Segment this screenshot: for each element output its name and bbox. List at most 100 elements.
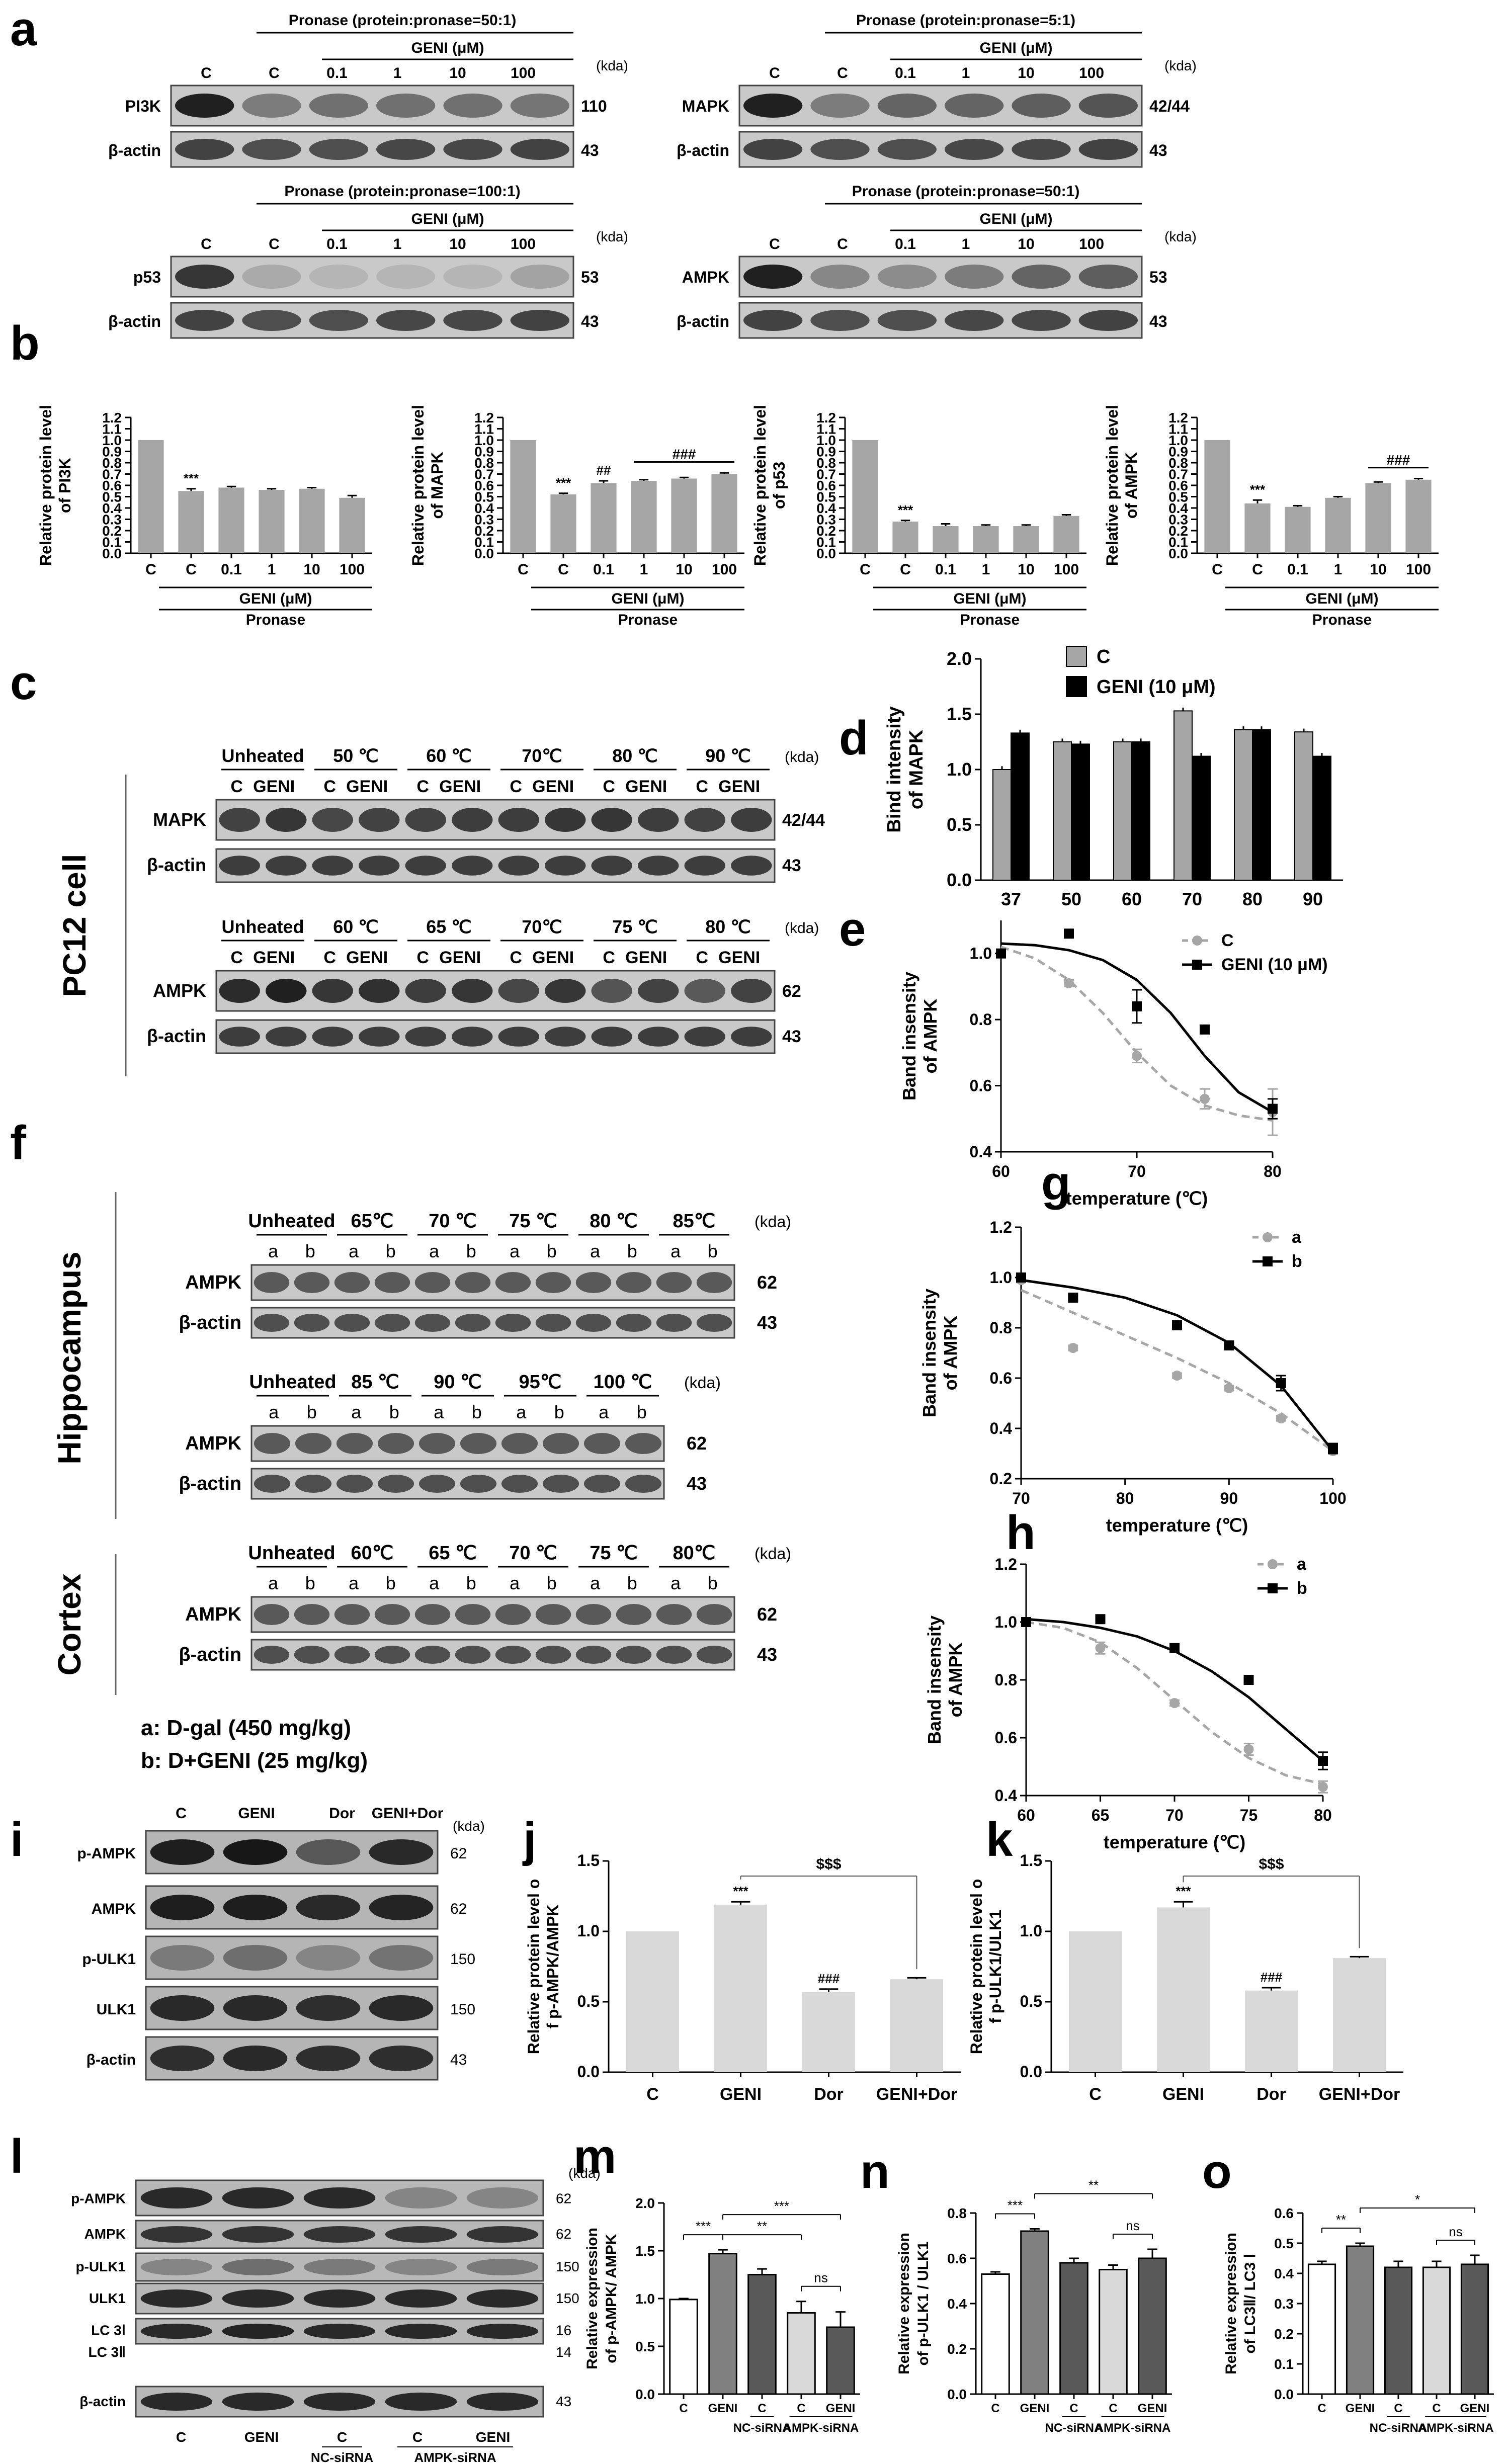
series-fit-b (1021, 1279, 1334, 1452)
group-label: NC-siRNA (1370, 2421, 1428, 2435)
blot-band (591, 808, 632, 832)
lane-label: a (429, 1573, 440, 1593)
lane-label: a (429, 1241, 440, 1261)
y-tick-label: 2.0 (947, 648, 972, 669)
blot-band (656, 1314, 692, 1332)
blot-membrane (170, 256, 574, 298)
blot-band (452, 808, 493, 832)
y-axis-label: Relative protein levelof PI3K (37, 405, 74, 566)
y-tick-label: 0.6 (970, 1077, 992, 1095)
temperature-label: 95℃ (519, 1372, 562, 1393)
blot-band (591, 1027, 632, 1047)
bar (1234, 729, 1253, 881)
bar (1053, 741, 1072, 881)
x-tick-label: GENI (1162, 2085, 1204, 2104)
data-point (1172, 1371, 1182, 1381)
x-tick-label: 80 (1314, 1806, 1332, 1824)
lane-label: 10 (1018, 236, 1034, 252)
y-axis-label-line: of p-AMPK/ AMPK (603, 2234, 620, 2363)
y-tick-label: 0.5 (635, 2339, 655, 2354)
y-axis-label: Relative expression of p-AMPK/ AMPK (584, 2228, 620, 2369)
blot-band (312, 979, 353, 1003)
x-tick-label: C (518, 561, 529, 578)
y-tick-label: 0.5 (577, 1992, 600, 2010)
bar (1333, 1958, 1386, 2072)
blot-band (296, 1895, 361, 1920)
legend-line-b: b: D+GENI (25 mg/kg) (141, 1748, 368, 1773)
panel-letter-i: i (10, 1813, 24, 1866)
blot-band (254, 1604, 290, 1625)
y-tick-label: 0.5 (947, 814, 972, 835)
blot-band (140, 2324, 213, 2339)
chart-k: 0.0 0.5 1.0 1.5 C GENI Dor GENI+Dor *** ### $$$ Rel… (967, 1851, 1403, 2104)
blot-band (455, 1646, 491, 1664)
blot-target (215, 970, 776, 1012)
blot-row (145, 1986, 439, 2030)
legend-label: C (1097, 646, 1110, 667)
blot-band (150, 1895, 215, 1920)
lane-label: b (547, 1573, 557, 1593)
y-tick-label: 0.0 (1168, 546, 1188, 561)
temperature-label: Unheated (221, 916, 304, 937)
blot-band (542, 1433, 579, 1454)
lane-label: C (837, 65, 848, 81)
bar (550, 494, 576, 553)
blot-band (616, 1646, 652, 1664)
x-tick-label: 10 (303, 561, 320, 578)
kda-value: 43 (1149, 312, 1167, 330)
blot-band (443, 94, 502, 118)
blot-band (945, 94, 1004, 118)
blot-band (591, 979, 632, 1003)
y-tick-label: 0.2 (1168, 523, 1188, 539)
blot-band (452, 1027, 493, 1047)
y-axis-label-line: of PI3K (56, 458, 74, 513)
data-point (1021, 1617, 1031, 1627)
x-tick-label: 100 (1406, 561, 1431, 578)
blot-band (294, 1604, 330, 1625)
kda-label: (kda) (785, 749, 819, 766)
y-tick-label: 0.1 (474, 535, 494, 550)
x-axis-label: temperature (℃) (1066, 1188, 1208, 1209)
y-tick-label: 0.0 (816, 546, 836, 561)
kda-value: 43 (1149, 141, 1167, 159)
bar (1384, 2266, 1413, 2395)
lane-label: b (305, 1241, 315, 1261)
data-point (1095, 1643, 1106, 1653)
bar (708, 2253, 737, 2395)
x-tick-label: 0.1 (935, 561, 956, 578)
blot-band (443, 265, 502, 289)
temperature-label: 75 ℃ (590, 1543, 638, 1564)
blot-band (359, 808, 400, 832)
y-tick-label: 1.0 (816, 433, 836, 448)
y-tick-label: 0.0 (102, 546, 122, 561)
lane-label: a (349, 1573, 359, 1593)
blot-band (334, 1604, 370, 1625)
y-tick-label: 0.0 (635, 2387, 655, 2402)
blot-band (242, 265, 301, 289)
y-axis-label-line: f p-AMPK/AMPK (544, 1904, 562, 2028)
x-tick-label: GENI+Dor (1319, 2085, 1400, 2104)
y-tick-label: 1.0 (474, 433, 494, 448)
significance-mark: ns (814, 2270, 827, 2285)
panel-letter-a: a (10, 2, 37, 56)
data-point (1243, 1675, 1254, 1685)
legend-label: GENI (10 μM) (1097, 676, 1216, 698)
chart-d: 0.0 0.5 1.0 1.5 2.0 37 50 60 70 80 90 C GENI (10 μM)… (884, 646, 1343, 909)
blot-band (312, 1027, 353, 1047)
legend-label: b (1292, 1252, 1302, 1271)
kda-value: 43 (757, 1644, 777, 1665)
panel-letter-k: k (986, 1813, 1013, 1866)
blot-membrane (738, 131, 1143, 168)
group-label: AMPK-siRNA (783, 2421, 859, 2435)
y-tick-label: 1.2 (474, 410, 494, 426)
blot-band (684, 856, 725, 876)
y-tick-label: 0.4 (816, 500, 836, 516)
kda-value: 43 (450, 2052, 467, 2068)
blot-target (250, 1596, 735, 1633)
bar (1285, 506, 1311, 553)
chart-o: 0.00.10.20.30.40.50.6C GENI C C GENI***nsRel… (1223, 2192, 1494, 2435)
blot-band (385, 2393, 457, 2411)
blot-membrane (215, 1019, 776, 1054)
data-point (1064, 928, 1074, 939)
blot-loading (215, 1019, 776, 1054)
